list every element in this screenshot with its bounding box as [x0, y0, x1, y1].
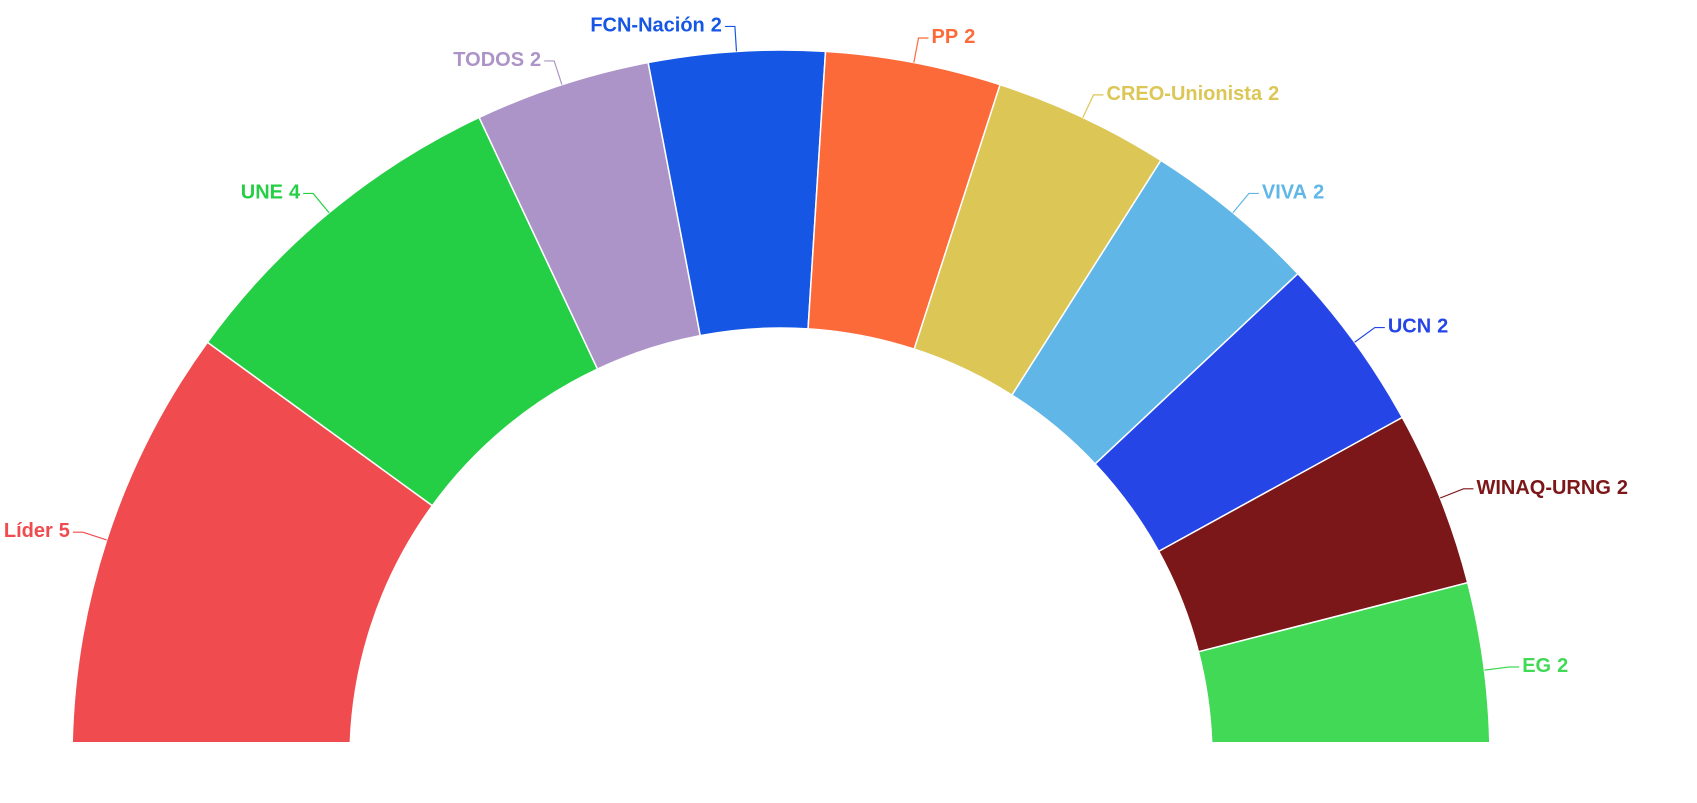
slice-label: PP 2 [932, 26, 976, 48]
leader-line [72, 531, 107, 541]
slice-label: CREO-Unionista 2 [1107, 83, 1280, 105]
leader-line [1354, 326, 1385, 343]
value-label: 5 [59, 520, 70, 542]
leader-line [1439, 488, 1474, 499]
slice-label: EG 2 [1522, 655, 1568, 677]
category-name: CREO-Unionista [1107, 83, 1263, 105]
leader-line [544, 60, 563, 85]
category-name: Líder [4, 520, 53, 542]
value-label: 2 [964, 26, 975, 48]
leader-line [303, 192, 330, 214]
leader-line [724, 25, 738, 52]
leader-line [913, 37, 929, 63]
slice-label: Líder 5 [4, 520, 70, 542]
leader-line [1484, 666, 1520, 671]
category-name: TODOS [453, 49, 524, 71]
value-label: 2 [1268, 83, 1279, 105]
category-name: UCN [1388, 316, 1431, 338]
value-label: 2 [1313, 182, 1324, 204]
value-label: 2 [1617, 477, 1628, 499]
value-label: 4 [289, 182, 301, 204]
category-name: VIVA [1262, 182, 1307, 204]
slice-label: FCN-Nación 2 [590, 15, 722, 37]
category-name: FCN-Nación [590, 15, 704, 37]
value-label: 2 [711, 15, 722, 37]
donut [71, 49, 1491, 742]
slice-label: UCN 2 [1388, 316, 1448, 338]
leader-line [1232, 192, 1259, 214]
slice-label: UNE 4 [241, 182, 301, 204]
value-label: 2 [1557, 655, 1568, 677]
category-name: EG [1522, 655, 1551, 677]
slice-label: WINAQ-URNG 2 [1476, 477, 1628, 499]
slice-label: VIVA 2 [1262, 182, 1324, 204]
slice [1197, 581, 1491, 742]
slice-label: TODOS 2 [453, 49, 541, 71]
value-label: 2 [530, 49, 541, 71]
slice [71, 341, 434, 742]
category-name: WINAQ-URNG [1476, 477, 1610, 499]
leader-line [1082, 94, 1104, 118]
category-name: UNE [241, 182, 283, 204]
category-name: PP [932, 26, 959, 48]
value-label: 2 [1437, 316, 1448, 338]
